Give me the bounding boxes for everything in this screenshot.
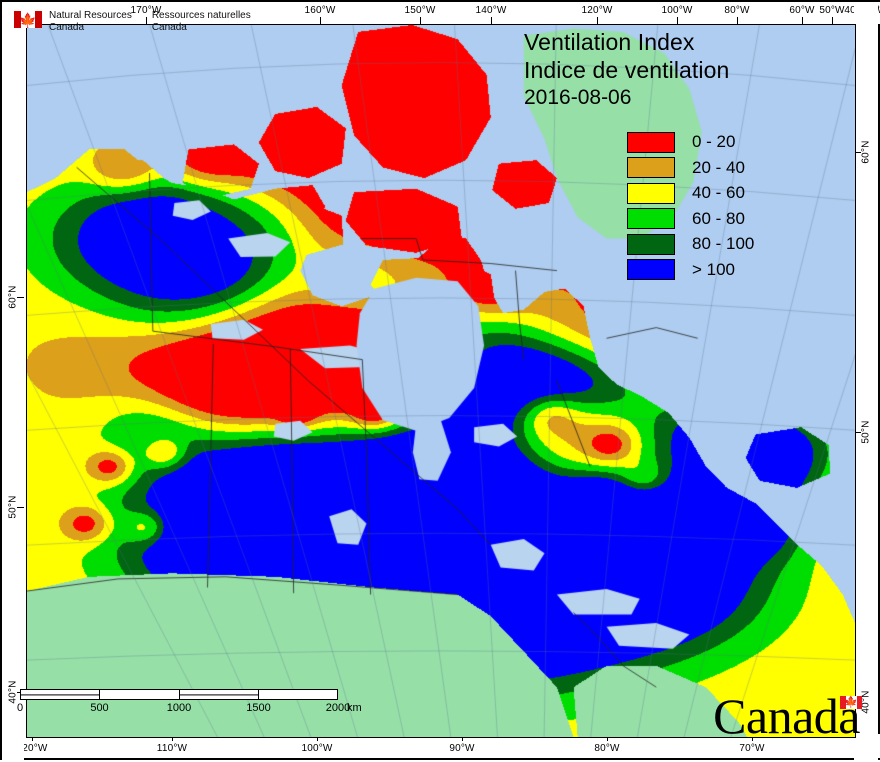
legend-swatch	[627, 131, 675, 153]
legend-row: 80 - 100	[627, 232, 754, 256]
title-date: 2016-08-06	[524, 86, 632, 109]
legend-row: > 100	[627, 258, 754, 282]
axis-bottom: 120°W 110°W 100°W 90°W 80°W 70°W	[2, 734, 880, 758]
legend-label: 20 - 40	[692, 157, 745, 177]
ventilation-index-raster[interactable]	[27, 25, 855, 737]
axis-tick-mark	[420, 17, 421, 24]
nrcan-label-fr: Ressources naturelles Canada	[152, 10, 251, 33]
legend-label: 80 - 100	[692, 234, 755, 253]
canada-wordmark-text: Canada	[713, 688, 860, 744]
axis-tick-mark	[737, 17, 738, 24]
axis-tick-mark	[832, 17, 833, 24]
scale-bar-labels: 0 500 1000 1500 2000 km	[16, 702, 362, 718]
scale-bar-tick: 2000	[325, 702, 351, 714]
nrcan-fr-line1: Ressources naturelles	[151, 10, 251, 21]
scale-bar-segment	[21, 690, 101, 699]
scale-bar: 0 500 1000 1500 2000 km	[16, 689, 362, 718]
map-frame[interactable]	[26, 24, 856, 738]
axis-tick-label: 50°W	[819, 5, 845, 16]
axis-tick-label: 120°W	[581, 5, 613, 16]
scale-bar-segment	[100, 690, 180, 699]
legend-swatch	[627, 259, 675, 280]
scale-bar-tick: 500	[90, 702, 109, 714]
legend-swatch	[627, 208, 675, 229]
scale-bar-segment	[180, 690, 259, 699]
legend-row: 20 - 40	[627, 156, 754, 180]
axis-tick-mark	[854, 432, 861, 433]
axis-tick-mark	[146, 17, 147, 24]
axis-tick-label: 100°W	[661, 5, 693, 16]
axis-tick-mark	[802, 17, 803, 24]
axis-tick-mark	[17, 507, 24, 508]
canada-flag-icon: 🍁	[840, 696, 862, 709]
legend-label: 60 - 80	[692, 208, 745, 228]
axis-tick-label: 170°W	[130, 5, 162, 16]
axis-tick-label: 50°N	[860, 420, 872, 444]
axis-tick-mark	[320, 17, 321, 24]
axis-tick-label: 140°W	[475, 5, 507, 16]
nrcan-fr-line2: Canada	[151, 21, 187, 33]
axis-tick-label: 40°N	[860, 690, 872, 714]
legend-row: 60 - 80	[627, 207, 754, 231]
legend-label: 0 - 20	[692, 132, 736, 151]
axis-tick-label: 80°W	[594, 743, 620, 754]
axis-tick-mark	[491, 17, 492, 24]
nrcan-en-line2: Canada	[49, 21, 85, 33]
axis-tick-mark	[597, 17, 598, 24]
axis-tick-label: 110°W	[156, 743, 188, 754]
scale-bar-tick: 1500	[246, 702, 271, 714]
axis-tick-label: 100°W	[301, 743, 333, 754]
canada-flag-icon: 🍁	[14, 11, 42, 28]
legend-label: 40 - 60	[692, 183, 745, 202]
scale-bar-graphic	[20, 689, 338, 700]
legend-swatch	[627, 233, 675, 255]
legend-label: > 100	[692, 259, 736, 279]
scale-bar-segment	[259, 690, 337, 699]
scale-bar-tick: 0	[16, 702, 24, 714]
axis-tick-label: 60°W	[789, 5, 815, 16]
legend-row: 0 - 20	[627, 130, 754, 154]
axis-tick-label: 160°W	[304, 5, 336, 16]
title-english: Ventilation Index	[524, 29, 695, 55]
axis-tick-label: 120°W	[16, 743, 48, 754]
legend-swatch	[627, 182, 675, 204]
nrcan-signature: 🍁 Natural Resources Canada Ressources na…	[14, 10, 251, 33]
axis-tick-label: 80°W	[724, 5, 750, 16]
axis-right: 60°N 50°N 40°N	[854, 2, 878, 762]
axis-left: 60°N 50°N 40°N	[2, 2, 24, 762]
nrcan-label-en: Natural Resources Canada	[49, 10, 132, 33]
axis-tick-label: 70°W	[739, 743, 765, 754]
map-title-block: Ventilation Index Indice de ventilation …	[524, 28, 729, 111]
legend-swatch	[627, 157, 675, 178]
scale-bar-unit: km	[347, 702, 362, 714]
axis-tick-mark	[854, 152, 861, 153]
axis-tick-mark	[17, 297, 24, 298]
title-french: Indice de ventilation	[524, 57, 730, 83]
axis-tick-label: 60°N	[860, 140, 872, 164]
legend: 0 - 20 20 - 40 40 - 60 60 - 80 80 - 100 > 100	[627, 130, 754, 283]
axis-tick-label: 150°W	[404, 5, 436, 16]
legend-row: 40 - 60	[627, 181, 754, 205]
axis-tick-label: 90°W	[449, 743, 475, 754]
nrcan-en-line1: Natural Resources	[49, 10, 132, 21]
canada-wordmark: Canada 🍁	[713, 688, 862, 744]
axis-tick-mark	[677, 17, 678, 24]
scale-bar-tick: 1000	[166, 702, 192, 714]
